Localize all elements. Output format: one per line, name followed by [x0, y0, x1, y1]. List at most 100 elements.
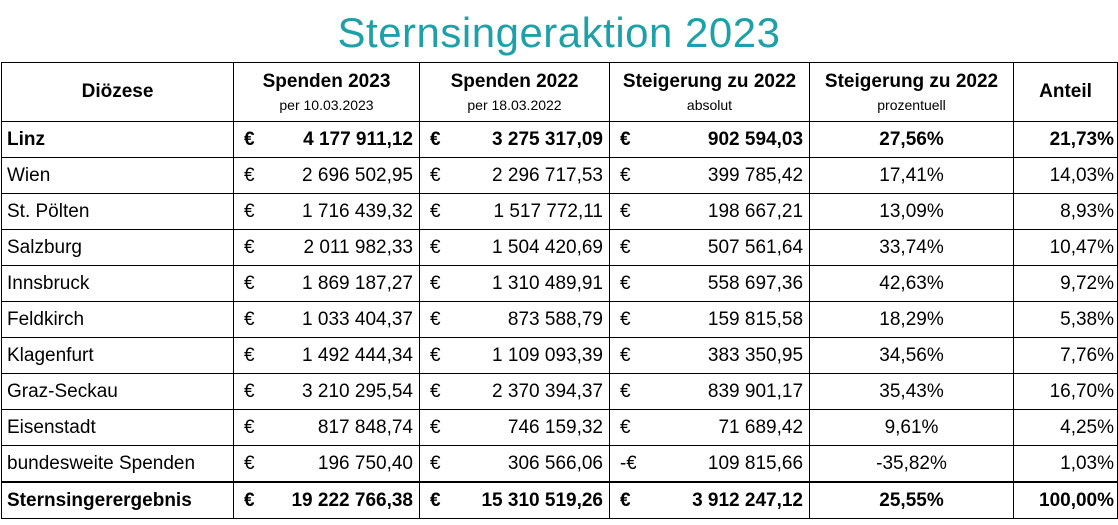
table-cell: 1 492 444,34: [259, 337, 420, 374]
table-cell: €: [609, 373, 636, 410]
header-title: Diözese: [81, 81, 154, 102]
table-cell: 1 310 489,91: [445, 265, 610, 302]
table-cell: Linz: [1, 121, 234, 158]
table-cell: 71 689,42: [635, 409, 811, 446]
table-cell: 10,47%: [1013, 229, 1118, 266]
title: Sternsingeraktion 2023: [337, 9, 781, 56]
table-cell: €: [419, 121, 446, 158]
table-cell: 902 594,03: [635, 121, 811, 158]
table-cell: 16,70%: [1013, 373, 1118, 410]
table-row: Graz-Seckau €3 210 295,54 €2 370 394,37 €83…: [1, 373, 1118, 410]
table-row: bundesweite Spenden €196 750,40 €306 566,0…: [1, 445, 1118, 483]
table-cell: Graz-Seckau: [1, 373, 234, 410]
table-cell: €: [419, 445, 446, 483]
table-cell: 2 696 502,95: [259, 157, 420, 194]
table-cell: €: [233, 337, 260, 374]
table-row: Linz €4 177 911,12 €3 275 317,09 €902 594,0…: [1, 121, 1118, 158]
table-cell: 1 716 439,32: [259, 193, 420, 230]
table-cell: 507 561,64: [635, 229, 811, 266]
table-cell: 306 566,06: [445, 445, 610, 483]
table-cell: 19 222 766,38: [259, 481, 420, 519]
table-cell: Wien: [1, 157, 234, 194]
table-row: Klagenfurt €1 492 444,34 €1 109 093,39 €383…: [1, 337, 1118, 374]
table-cell: 27,56%: [809, 121, 1015, 158]
table-cell: St. Pölten: [1, 193, 234, 230]
table-cell: Innsbruck: [1, 265, 234, 302]
table-cell: 1 033 404,37: [259, 301, 420, 338]
table-cell: 1,03%: [1013, 445, 1118, 483]
table-cell: -35,82%: [809, 445, 1015, 483]
table-cell: €: [419, 193, 446, 230]
table-cell: 198 667,21: [635, 193, 811, 230]
table-cell: €: [609, 121, 636, 158]
table-cell: €: [419, 337, 446, 374]
header-subtitle: per 10.03.2023: [279, 97, 374, 113]
table-cell: €: [233, 121, 260, 158]
table-row: Innsbruck €1 869 187,27 €1 310 489,91 €558 …: [1, 265, 1118, 302]
table-cell: €: [233, 193, 260, 230]
table-cell: 558 697,36: [635, 265, 811, 302]
table-cell: 1 517 772,11: [445, 193, 610, 230]
header-subtitle: absolut: [686, 97, 733, 113]
header-cell: Diözese: [1, 62, 234, 122]
table-cell: 18,29%: [809, 301, 1015, 338]
table-cell: €: [609, 265, 636, 302]
header-subtitle: per 18.03.2022: [467, 97, 562, 113]
table-cell: 1 504 420,69: [445, 229, 610, 266]
table-cell: €: [233, 229, 260, 266]
table-cell: 383 350,95: [635, 337, 811, 374]
table-cell: 34,56%: [809, 337, 1015, 374]
table-cell: €: [233, 265, 260, 302]
table-cell: 109 815,66: [635, 445, 811, 483]
table-cell: 3 210 295,54: [259, 373, 420, 410]
header-row: Diözese Spenden 2023 per 10.03.2023 Spenden…: [1, 62, 1118, 122]
table-body: Linz €4 177 911,12 €3 275 317,09 €902 594,0…: [1, 121, 1118, 519]
table-cell: 399 785,42: [635, 157, 811, 194]
table-cell: €: [609, 409, 636, 446]
header-cell: Steigerung zu 2022 absolut: [608, 62, 811, 122]
header-cell: Spenden 2022 per 18.03.2022: [419, 62, 610, 122]
donation-table: Diözese Spenden 2023 per 10.03.2023 Spenden…: [1, 62, 1118, 519]
table-cell: bundesweite Spenden: [1, 445, 234, 483]
table-cell: 25,55%: [809, 481, 1015, 519]
table-cell: Klagenfurt: [1, 337, 234, 374]
table-cell: €: [609, 193, 636, 230]
table-cell: 7,76%: [1013, 337, 1118, 374]
table-cell: 9,72%: [1013, 265, 1118, 302]
table-cell: 2 370 394,37: [445, 373, 610, 410]
table-cell: €: [419, 157, 446, 194]
header-title: Anteil: [1039, 81, 1092, 102]
table-cell: 33,74%: [809, 229, 1015, 266]
table-cell: -€: [609, 445, 636, 483]
table-cell: 1 869 187,27: [259, 265, 420, 302]
table-cell: 100,00%: [1013, 481, 1118, 519]
table-cell: €: [233, 409, 260, 446]
table-cell: 13,09%: [809, 193, 1015, 230]
table-cell: €: [419, 229, 446, 266]
table-cell: €: [609, 157, 636, 194]
table-cell: €: [233, 301, 260, 338]
table-cell: 3 275 317,09: [445, 121, 610, 158]
header-cell: Anteil: [1013, 62, 1118, 122]
table-cell: 839 901,17: [635, 373, 811, 410]
table-cell: 9,61%: [809, 409, 1015, 446]
table-cell: Salzburg: [1, 229, 234, 266]
table-cell: 21,73%: [1013, 121, 1118, 158]
table-cell: 3 912 247,12: [635, 481, 811, 519]
header-title: Spenden 2023: [262, 71, 391, 92]
table-cell: 42,63%: [809, 265, 1015, 302]
header-title: Spenden 2022: [450, 71, 579, 92]
table-cell: 17,41%: [809, 157, 1015, 194]
table-cell: 2 011 982,33: [259, 229, 420, 266]
table-cell: 746 159,32: [445, 409, 610, 446]
table-cell: €: [233, 481, 260, 519]
table-cell: €: [419, 265, 446, 302]
table-cell: 817 848,74: [259, 409, 420, 446]
table-cell: €: [419, 409, 446, 446]
table-cell: 1 109 093,39: [445, 337, 610, 374]
table-cell: €: [609, 337, 636, 374]
table-cell: €: [419, 373, 446, 410]
table-cell: 4 177 911,12: [259, 121, 420, 158]
table-cell: 14,03%: [1013, 157, 1118, 194]
